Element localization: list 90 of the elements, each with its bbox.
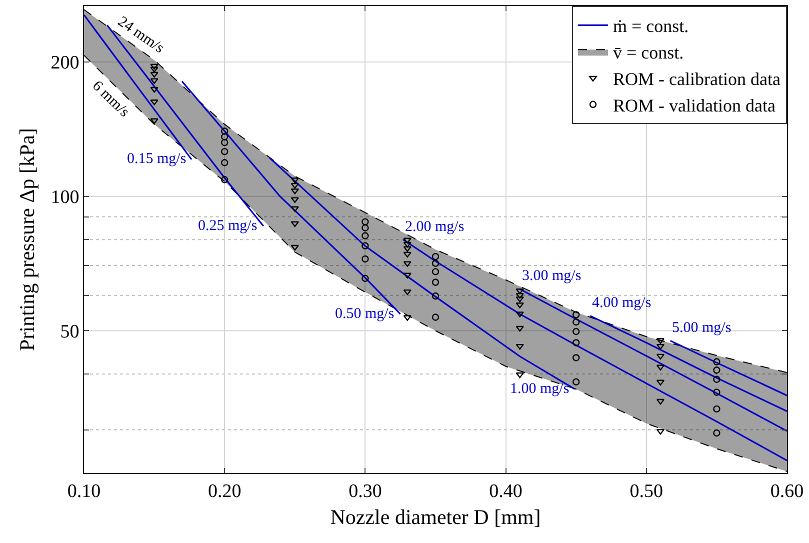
point	[290, 178, 299, 184]
point	[221, 138, 228, 146]
point	[713, 376, 720, 383]
point	[516, 292, 524, 299]
point	[572, 354, 580, 362]
annotation: 0.50 mg/s	[335, 306, 394, 322]
legend-label: ROM - calibration data	[613, 69, 780, 90]
point	[403, 252, 412, 258]
point	[572, 311, 580, 318]
point	[362, 274, 369, 282]
point	[572, 318, 580, 326]
point	[572, 339, 580, 346]
annotation: 0.25 mg/s	[198, 218, 258, 234]
point	[150, 86, 158, 93]
point	[516, 302, 524, 308]
point	[150, 64, 158, 70]
point	[403, 272, 412, 278]
line-series	[589, 315, 787, 412]
point	[290, 244, 299, 251]
point	[290, 197, 299, 203]
x-axis-title: Nozzle diameter D [mm]	[330, 505, 541, 529]
point	[432, 260, 440, 267]
point	[403, 238, 412, 244]
line-series	[402, 238, 787, 462]
point	[572, 328, 580, 336]
point	[150, 118, 158, 124]
point	[516, 296, 524, 302]
x-tick-label: 0.20	[208, 480, 242, 502]
point	[403, 289, 412, 296]
x-tick-label: 0.60	[770, 480, 804, 502]
point	[290, 206, 299, 212]
point	[403, 242, 412, 248]
point	[290, 182, 299, 189]
point	[516, 344, 524, 350]
point	[221, 128, 228, 135]
point	[221, 148, 228, 156]
point	[403, 261, 412, 267]
point	[150, 100, 158, 106]
point	[432, 292, 440, 300]
x-tick-label: 0.40	[489, 480, 522, 502]
point	[432, 314, 440, 321]
annotation: 4.00 mg/s	[592, 295, 652, 311]
point	[362, 255, 369, 263]
point	[403, 315, 412, 321]
point	[713, 388, 720, 396]
point	[516, 288, 524, 294]
annotation: 5.00 mg/s	[672, 320, 732, 336]
point	[713, 405, 720, 413]
annotation: 0.15 mg/s	[127, 151, 186, 167]
point	[362, 218, 369, 226]
point	[150, 66, 158, 73]
point	[656, 398, 665, 405]
annotation: 24 mm/s	[114, 14, 167, 57]
point	[713, 366, 720, 374]
point	[516, 312, 524, 318]
annotation: 1.00 mg/s	[510, 381, 570, 397]
x-tick-label: 0.50	[630, 480, 664, 502]
annotation: 3.00 mg/s	[522, 268, 582, 284]
annotation: 2.00 mg/s	[405, 219, 464, 235]
point	[713, 358, 720, 366]
point	[516, 326, 524, 332]
point	[362, 224, 369, 232]
point	[656, 354, 665, 360]
point	[362, 242, 369, 250]
point	[572, 378, 580, 386]
point	[432, 268, 440, 276]
y-tick-label: 200	[50, 52, 80, 74]
point	[656, 344, 665, 350]
legend-label: v̄ = const.	[613, 42, 684, 63]
point	[221, 176, 228, 184]
y-tick-label: 50	[60, 321, 80, 342]
point	[656, 428, 665, 435]
point	[221, 159, 228, 166]
point	[290, 221, 299, 227]
point	[150, 78, 158, 84]
y-axis-title: Printing pressure Δp [kPa]	[14, 128, 39, 351]
legend-label: ṁ = const.	[613, 16, 689, 36]
point	[221, 133, 228, 140]
legend-label: ROM - validation data	[613, 95, 776, 116]
point	[713, 429, 720, 437]
x-tick-label: 0.10	[67, 480, 101, 502]
y-tick-label: 100	[50, 187, 80, 208]
x-tick-label: 0.30	[348, 480, 382, 502]
point	[362, 232, 369, 240]
point	[403, 246, 412, 252]
point	[432, 252, 440, 260]
point	[150, 72, 158, 78]
point	[290, 188, 299, 194]
point	[432, 278, 440, 286]
point	[516, 372, 524, 378]
